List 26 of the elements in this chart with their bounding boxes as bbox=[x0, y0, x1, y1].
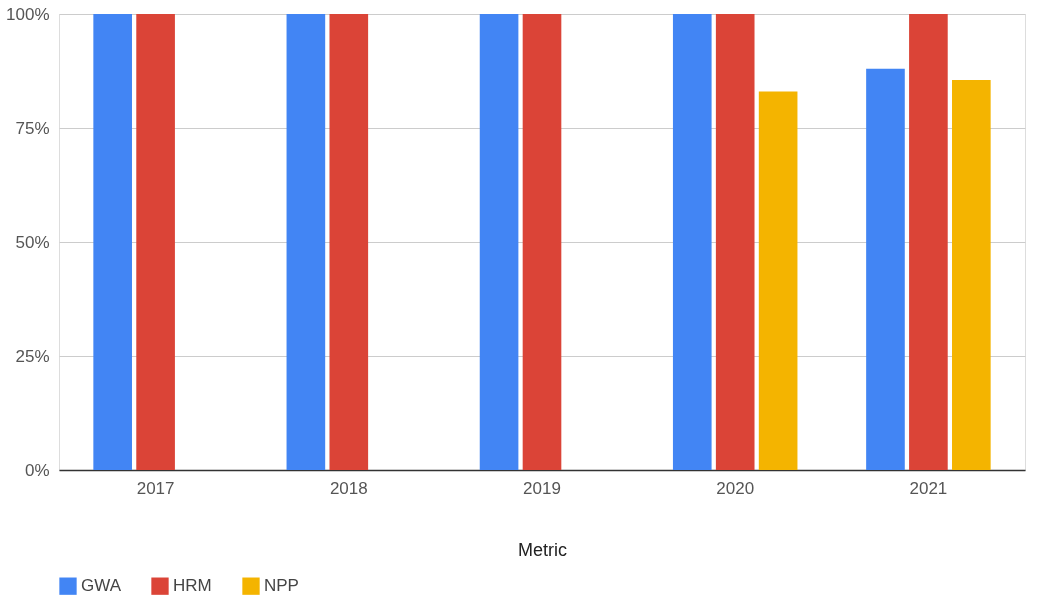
y-tick-label: 100% bbox=[6, 4, 50, 24]
x-tick-label: 2021 bbox=[909, 478, 948, 498]
bar bbox=[329, 14, 369, 470]
x-tick-label: 2019 bbox=[523, 478, 561, 498]
bar bbox=[286, 14, 326, 470]
bar bbox=[672, 14, 712, 470]
bar bbox=[136, 14, 175, 470]
bar bbox=[758, 91, 798, 470]
bar bbox=[93, 14, 132, 470]
bar bbox=[522, 14, 562, 470]
x-tick-label: 2018 bbox=[329, 478, 368, 498]
x-axis-title: Metric bbox=[518, 539, 567, 560]
bar bbox=[479, 14, 519, 470]
bar bbox=[866, 68, 905, 470]
bar bbox=[715, 14, 755, 470]
legend-label: GWA bbox=[81, 576, 122, 596]
x-tick-label: 2020 bbox=[716, 478, 755, 498]
bar bbox=[952, 80, 991, 470]
y-tick-label: 25% bbox=[15, 346, 50, 366]
legend-label: HRM bbox=[173, 576, 212, 596]
y-tick-label: 75% bbox=[15, 118, 50, 138]
x-tick-label: 2017 bbox=[136, 478, 175, 498]
bar bbox=[909, 14, 948, 470]
legend-label: NPP bbox=[264, 576, 299, 596]
y-tick-label: 50% bbox=[15, 232, 50, 252]
y-tick-label: 0% bbox=[24, 460, 50, 480]
